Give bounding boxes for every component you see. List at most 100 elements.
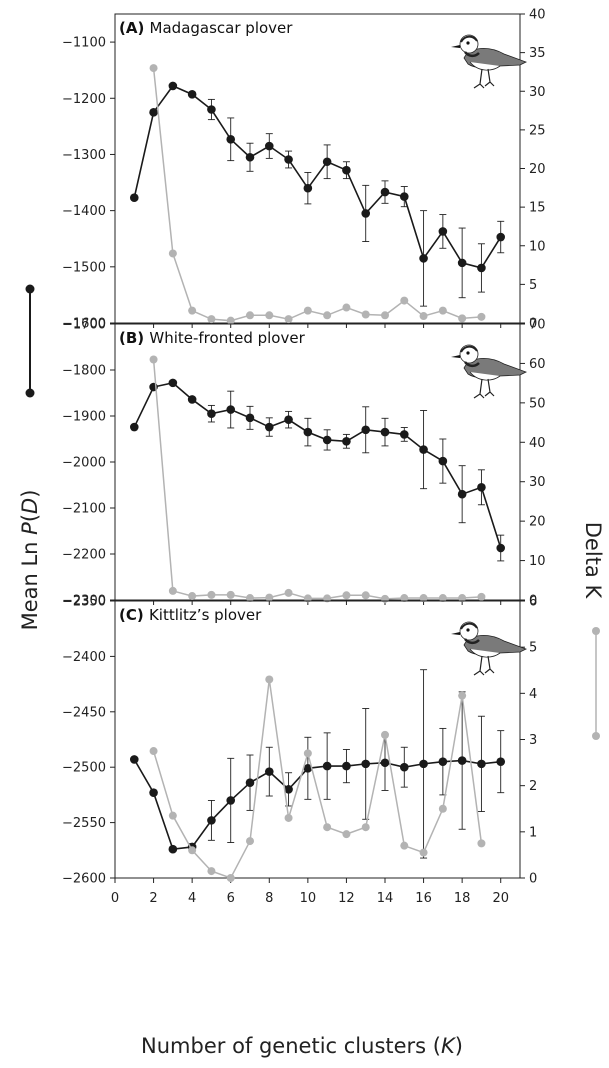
mean-ln-point	[342, 437, 351, 446]
plover-beak	[451, 632, 460, 635]
mean-ln-series	[129, 669, 506, 859]
delta-k-point	[458, 314, 467, 323]
delta-k-point	[149, 64, 158, 73]
plover-illustration	[451, 34, 528, 89]
delta-k-point	[477, 592, 486, 601]
y-left-tick-label: −2000	[62, 456, 106, 471]
mean-ln-point	[149, 108, 158, 117]
plover-legs	[473, 655, 495, 676]
mean-ln-point	[168, 378, 178, 388]
mean-ln-point	[207, 409, 216, 419]
plover-collar	[464, 638, 480, 645]
delta-k-point	[188, 846, 197, 855]
delta-k-point	[419, 594, 428, 603]
delta-k-legend-dot-top	[592, 627, 600, 635]
mean-ln-point	[187, 90, 197, 99]
mean-ln-point	[284, 785, 293, 794]
x-axis-title: Number of genetic clusters (K)	[141, 1034, 463, 1058]
y-left-tick-label: −1700	[62, 318, 106, 333]
y-right-tick-label: 1	[529, 825, 537, 840]
y-right-tick-label: 0	[529, 594, 537, 609]
mean-ln-point	[303, 427, 313, 437]
plover-belly	[469, 61, 501, 71]
delta-k-point	[419, 848, 428, 857]
mean-ln-point	[322, 761, 332, 771]
mean-ln-point	[457, 489, 467, 499]
delta-k-point	[265, 311, 274, 320]
delta-k-point	[400, 841, 409, 850]
delta-k-series	[149, 675, 486, 882]
plover-legs	[473, 378, 495, 399]
panels: −1100−1200−1300−1400−1500−1600 0510152025…	[62, 8, 546, 887]
y-right-tick-label: 70	[529, 318, 546, 333]
delta-k-point	[188, 306, 197, 315]
y-left-tick-label: −1600	[62, 317, 106, 332]
y-right-tick-label: 5	[529, 641, 537, 656]
mean-ln-line	[133, 759, 501, 851]
mean-ln-series	[129, 81, 506, 307]
y-right-tick-label: 4	[529, 687, 537, 702]
mean-ln-point	[149, 788, 158, 797]
mean-ln-point	[496, 757, 506, 766]
delta-k-point	[226, 316, 235, 325]
mean-ln-point	[438, 456, 448, 466]
mean-ln-point	[226, 134, 236, 144]
y-right-tick-label: 20	[529, 515, 546, 530]
y-axis-left-title: Mean Ln P(D)	[18, 490, 42, 631]
x-tick-label: 16	[415, 891, 432, 906]
delta-k-point	[323, 594, 332, 603]
y-left-tick-label: −2350	[62, 595, 106, 610]
mean-ln-point	[322, 157, 332, 167]
delta-k-point	[361, 823, 370, 832]
delta-k-point	[400, 296, 409, 305]
delta-k-point	[265, 593, 274, 602]
panel-title: (C) Kittlitz’s plover	[119, 606, 262, 624]
delta-k-point	[477, 839, 486, 848]
y-right-tick-label: 30	[529, 85, 546, 100]
mean-ln-point	[245, 778, 255, 788]
right-axis-legend: Delta K	[581, 522, 605, 740]
plover-belly	[469, 371, 501, 381]
panel-letter: (B)	[119, 329, 149, 347]
y-left-tick-label: −2200	[62, 548, 106, 563]
panel-title: (B) White-fronted plover	[119, 329, 306, 347]
mean-ln-point	[168, 81, 178, 91]
mean-ln-point	[457, 258, 467, 268]
mean-ln-point	[419, 254, 428, 263]
mean-ln-point	[361, 209, 371, 218]
delta-k-point	[361, 310, 370, 319]
mean-ln-point	[477, 263, 486, 273]
y-right-tick-label: 35	[529, 46, 546, 61]
delta-k-point	[419, 312, 428, 321]
mean-ln-point	[168, 844, 178, 854]
delta-k-point	[323, 823, 332, 832]
plover-illustration	[451, 344, 528, 399]
delta-k-point	[207, 867, 216, 876]
plover-illustration	[451, 621, 528, 676]
plover-cap	[460, 622, 478, 630]
delta-k-point	[188, 592, 197, 601]
plover-eye	[466, 41, 470, 45]
mean-ln-point	[264, 767, 274, 776]
delta-k-point	[361, 591, 370, 600]
x-tick-label: 14	[377, 891, 394, 906]
plover-legs	[473, 68, 495, 89]
delta-k-point	[168, 586, 177, 595]
plot-frame	[114, 13, 521, 324]
panel-letter: (A)	[119, 19, 150, 37]
panel-3: −2350 −2400 −2450 −2500 −2550 −2600 0 1 2 3 4 5 6 (C)…	[62, 595, 537, 887]
panel-title-text: White-fronted plover	[149, 329, 305, 347]
y-right-tick-label: 3	[529, 733, 537, 748]
mean-ln-point	[380, 187, 390, 197]
delta-k-point	[458, 594, 467, 603]
delta-k-point	[342, 830, 351, 839]
delta-k-point	[246, 837, 254, 846]
x-tick-label: 12	[338, 891, 355, 906]
mean-ln-point	[399, 762, 409, 772]
delta-k-point	[438, 306, 447, 315]
delta-k-point	[226, 874, 235, 882]
delta-k-point	[323, 311, 332, 320]
delta-k-line	[152, 359, 482, 600]
mean-ln-point	[361, 759, 371, 769]
y-right-tick-label: 40	[529, 8, 546, 23]
